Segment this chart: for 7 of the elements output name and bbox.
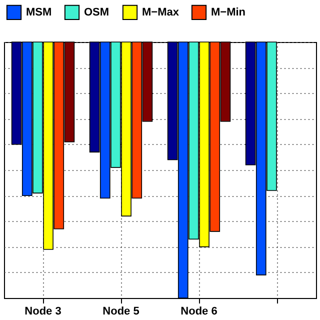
legend-label: OSM [84, 6, 110, 18]
legend-label: MSM [26, 6, 52, 18]
legend-label: M−Max [142, 6, 180, 18]
x-tick-label: Node 3 [24, 306, 62, 318]
x-tick-label: Node 6 [180, 306, 218, 318]
x-tick-label: Node 5 [102, 306, 140, 318]
legend-label: M−Min [211, 6, 246, 18]
